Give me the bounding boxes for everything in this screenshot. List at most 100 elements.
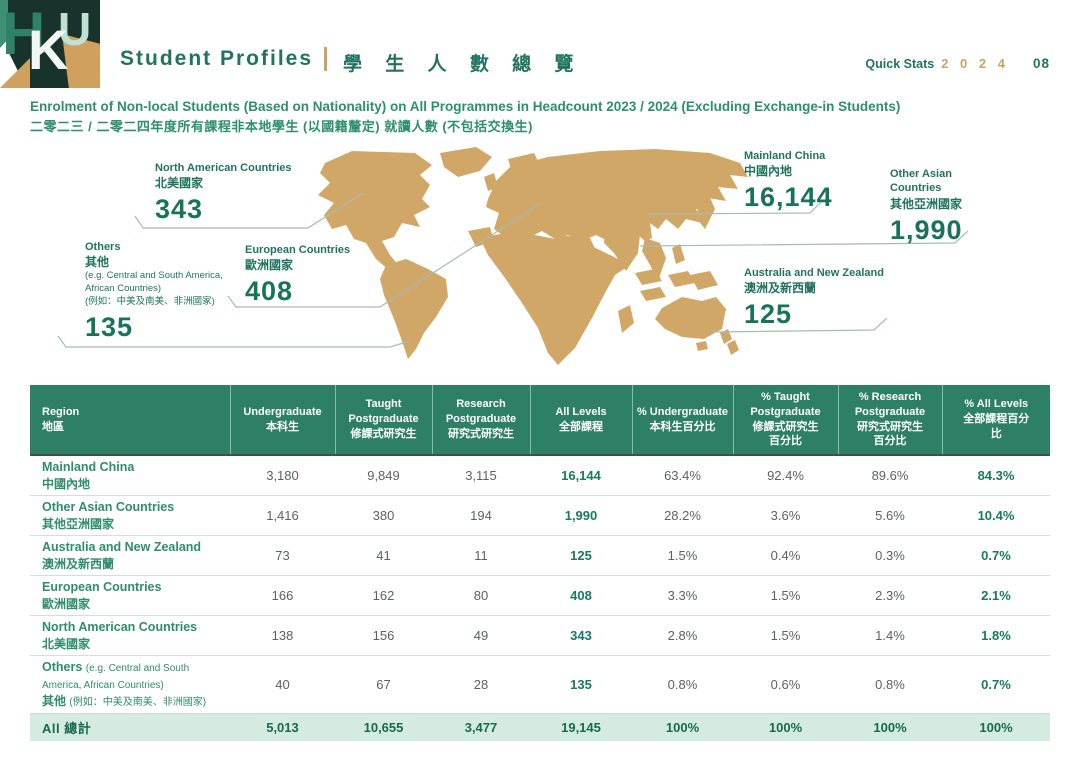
- continent-south-america: [380, 259, 448, 359]
- enrolment-table: Region 地區 Undergraduate 本科生 Taught Postgra…: [30, 385, 1050, 742]
- col-header-pct-research-postgraduate: % Research Postgraduate 研究式研究生百分比: [838, 385, 943, 455]
- table-total-row: All 總計 5,013 10,655 3,477 19,145 100% 10…: [30, 712, 1050, 742]
- arabia: [552, 235, 598, 283]
- cell-rpg: 28: [432, 655, 530, 714]
- cell-pct-all: 1.8%: [942, 615, 1050, 656]
- callout-label-zh: 其他: [85, 255, 110, 270]
- region-cell: Others (e.g. Central and South America, …: [30, 655, 230, 714]
- new-guinea: [690, 271, 718, 290]
- table-row: Australia and New Zealand 澳洲及新西蘭 73 41 11…: [30, 535, 1050, 576]
- callout-label-en: Mainland China: [744, 150, 826, 162]
- total-all: 19,145: [530, 712, 632, 742]
- tasmania: [696, 341, 708, 351]
- callout-label-zh: 北美國家: [155, 176, 204, 191]
- cell-pct-ug: 0.8%: [632, 655, 733, 714]
- quick-stats-year: 2 0 2 4: [941, 56, 1009, 71]
- callout-label-en: Others: [85, 241, 121, 253]
- callout-label-en: North American Countries: [155, 162, 292, 174]
- col-header-undergraduate: Undergraduate 本科生: [230, 385, 336, 455]
- total-pct-all: 100%: [942, 712, 1050, 742]
- region-cell: Other Asian Countries 其他亞洲國家: [30, 495, 230, 536]
- cell-pct-tpg: 0.6%: [733, 655, 838, 714]
- cell-pct-rpg: 0.8%: [838, 655, 942, 714]
- callout-value: 16,144: [744, 182, 833, 213]
- cell-pct-tpg: 3.6%: [733, 495, 838, 536]
- indonesia: [640, 287, 666, 301]
- cell-pct-ug: 1.5%: [632, 535, 733, 576]
- cell-pct-rpg: 2.3%: [838, 575, 942, 616]
- page-number: 08: [1032, 56, 1050, 71]
- indonesia: [635, 269, 662, 285]
- col-header-pct-taught-postgraduate: % Taught Postgraduate 修課式研究生百分比: [733, 385, 839, 455]
- table-header-row: Region 地區 Undergraduate 本科生 Taught Postgra…: [30, 385, 1050, 455]
- cell-rpg: 80: [432, 575, 530, 616]
- callout-label-en: Other Asian: [890, 168, 952, 180]
- cell-tpg: 380: [335, 495, 432, 536]
- cell-pct-tpg: 92.4%: [733, 454, 838, 496]
- table-row: Mainland China 中國內地 3,180 9,849 3,115 16,…: [30, 454, 1050, 496]
- callout-european: European Countries 歐洲國家 408: [245, 243, 350, 307]
- page-title-en: Student Profiles: [120, 47, 314, 70]
- cell-rpg: 3,115: [432, 454, 530, 496]
- cell-pct-ug: 63.4%: [632, 454, 733, 496]
- madagascar: [618, 305, 634, 333]
- quick-stats: Quick Stats 2 0 2 4 08: [865, 56, 1050, 71]
- cell-tpg: 41: [335, 535, 432, 576]
- cell-ug: 138: [230, 615, 335, 656]
- cell-ug: 40: [230, 655, 335, 714]
- callout-label-en: Countries: [890, 182, 942, 195]
- cell-pct-tpg: 1.5%: [733, 615, 838, 656]
- callout-north-american: North American Countries 北美國家 343: [155, 161, 292, 225]
- cell-all: 1,990: [530, 495, 632, 536]
- continent-eurasia: [486, 149, 748, 241]
- indochina: [642, 238, 666, 281]
- cell-pct-all: 0.7%: [942, 655, 1050, 714]
- cell-pct-rpg: 89.6%: [838, 454, 942, 496]
- callout-value: 408: [245, 276, 294, 307]
- cell-pct-ug: 2.8%: [632, 615, 733, 656]
- world-map: [318, 147, 748, 365]
- region-cell: North American Countries 北美國家: [30, 615, 230, 656]
- callout-label-zh: 其他亞洲國家: [890, 196, 963, 211]
- british-isles: [484, 173, 498, 191]
- title-divider: [324, 47, 327, 71]
- col-header-taught-postgraduate: Taught Postgraduate 修課式研究生: [335, 385, 433, 455]
- logo-letter-h: H: [2, 0, 46, 67]
- continent-africa: [480, 231, 630, 365]
- cell-ug: 1,416: [230, 495, 335, 536]
- total-pct-tpg: 100%: [733, 712, 838, 742]
- cell-pct-all: 2.1%: [942, 575, 1050, 616]
- cell-rpg: 11: [432, 535, 530, 576]
- cell-pct-ug: 28.2%: [632, 495, 733, 536]
- callout-note-zh: (例如：中美及南美、非洲國家): [85, 296, 215, 308]
- logo-letter-u: U: [58, 3, 92, 55]
- col-header-pct-undergraduate: % Undergraduate 本科生百分比: [632, 385, 734, 455]
- callout-note: (e.g. Central and South America,: [85, 270, 223, 282]
- total-tpg: 10,655: [335, 712, 432, 742]
- quick-stats-label: Quick Stats: [865, 57, 935, 71]
- subtitle-zh: 二零二三 / 二零二四年度所有課程非本地學生 (以國籍釐定) 就讀人數 (不包括…: [30, 119, 533, 134]
- cell-tpg: 67: [335, 655, 432, 714]
- cell-pct-all: 84.3%: [942, 454, 1050, 496]
- table-row: Other Asian Countries 其他亞洲國家 1,416 380 19…: [30, 495, 1050, 536]
- cell-pct-all: 0.7%: [942, 535, 1050, 576]
- cell-ug: 166: [230, 575, 335, 616]
- region-cell: Australia and New Zealand 澳洲及新西蘭: [30, 535, 230, 576]
- callout-value: 135: [85, 311, 134, 342]
- cell-tpg: 9,849: [335, 454, 432, 496]
- callout-other-asian: Other Asian Countries 其他亞洲國家 1,990: [890, 167, 963, 246]
- subtitle-en: Enrolment of Non-local Students (Based o…: [30, 99, 901, 114]
- table-row: Others (e.g. Central and South America, …: [30, 655, 1050, 714]
- logo-letter-k: K: [28, 18, 69, 81]
- cell-pct-all: 10.4%: [942, 495, 1050, 536]
- col-header-region: Region 地區: [30, 385, 231, 455]
- scandinavia: [508, 153, 542, 189]
- philippines: [672, 244, 685, 264]
- total-pct-ug: 100%: [632, 712, 733, 742]
- callout-label-en: Australia and New Zealand: [744, 267, 884, 279]
- callout-label-zh: 中國內地: [744, 164, 793, 179]
- cell-all: 135: [530, 655, 632, 714]
- total-rpg: 3,477: [432, 712, 530, 742]
- total-ug: 5,013: [230, 712, 335, 742]
